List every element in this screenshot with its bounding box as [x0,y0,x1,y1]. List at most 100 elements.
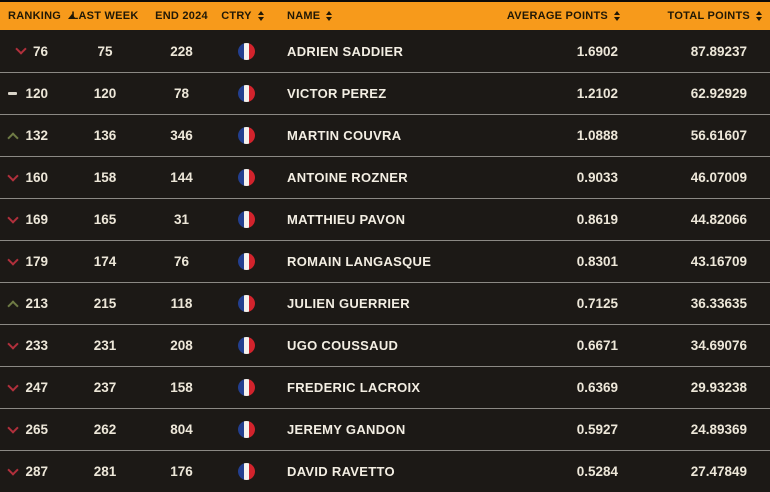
last-week-value: 120 [93,86,117,101]
rank-up-icon [7,131,20,144]
france-flag-icon [238,463,255,480]
column-header-average-points[interactable]: AVERAGE POINTS [455,2,620,30]
total-points-value: 46.07009 [690,170,747,185]
country-cell [215,127,270,144]
table-row[interactable]: 169 165 31 MATTHIEU PAVON 0.8619 44.8206… [0,198,770,240]
table-row[interactable]: 76 75 228 ADRIEN SADDIER 1.6902 87.89237 [0,30,770,72]
last-week-value: 174 [93,254,117,269]
player-name[interactable]: JULIEN GUERRIER [287,296,410,311]
last-week-value: 75 [97,43,113,59]
country-cell [215,421,270,438]
column-header-total-points[interactable]: TOTAL POINTS [620,2,770,30]
player-name[interactable]: JEREMY GANDON [287,422,406,437]
table-body: 76 75 228 ADRIEN SADDIER 1.6902 87.89237… [0,30,770,492]
player-name[interactable]: MATTHIEU PAVON [287,212,406,227]
player-name[interactable]: ANTOINE ROZNER [287,170,408,185]
country-cell [215,169,270,186]
last-week-value: 262 [93,422,117,437]
column-header-label: END 2024 [155,10,208,22]
player-name[interactable]: ADRIEN SADDIER [287,43,404,59]
top-border [0,0,770,2]
last-week-value: 281 [93,464,117,479]
france-flag-icon [238,169,255,186]
column-header-ranking[interactable]: RANKING [0,2,77,30]
ranking-cell: 160 [0,169,62,185]
total-points-value: 34.69076 [690,338,747,353]
end-2024-value: 76 [173,254,190,269]
ranking-value: 120 [25,86,48,101]
ranking-cell: 132 [0,128,62,144]
table-row[interactable]: 247 237 158 FREDERIC LACROIX 0.6369 29.9… [0,366,770,408]
player-name[interactable]: VICTOR PEREZ [287,86,387,101]
ranking-value: 169 [25,212,48,227]
country-cell [215,253,270,270]
table-row[interactable]: 213 215 118 JULIEN GUERRIER 0.7125 36.33… [0,282,770,324]
ranking-value: 265 [25,422,48,437]
france-flag-icon [238,421,255,438]
country-cell [215,211,270,228]
column-header-name[interactable]: NAME [270,2,455,30]
player-name[interactable]: DAVID RAVETTO [287,464,395,479]
rank-down-icon [7,169,20,182]
table-row[interactable]: 179 174 76 ROMAIN LANGASQUE 0.8301 43.16… [0,240,770,282]
ranking-cell: 265 [0,421,62,437]
france-flag-icon [238,127,255,144]
france-flag-icon [238,295,255,312]
average-points-value: 0.6369 [576,380,618,395]
rank-up-icon [7,299,20,312]
table-row[interactable]: 160 158 144 ANTOINE ROZNER 0.9033 46.070… [0,156,770,198]
table-row[interactable]: 287 281 176 DAVID RAVETTO 0.5284 27.4784… [0,450,770,492]
end-2024-value: 346 [170,128,193,143]
last-week-value: 136 [93,128,117,143]
last-week-value: 237 [93,380,117,395]
average-points-value: 1.0888 [576,128,618,143]
average-points-value: 0.8301 [576,254,618,269]
ranking-cell: 233 [0,337,62,353]
rank-down-icon [7,253,20,266]
player-name[interactable]: MARTIN COUVRA [287,128,402,143]
ranking-value: 179 [25,254,48,269]
rank-down-icon [7,337,20,350]
ranking-cell: 179 [0,253,62,269]
ranking-cell: 287 [0,463,62,479]
table-row[interactable]: 265 262 804 JEREMY GANDON 0.5927 24.8936… [0,408,770,450]
ranking-cell: 247 [0,379,62,395]
rank-down-icon [15,43,27,55]
column-header-label: NAME [287,10,321,22]
end-2024-value: 158 [170,380,193,395]
player-name[interactable]: UGO COUSSAUD [287,338,399,353]
player-name[interactable]: ROMAIN LANGASQUE [287,254,432,269]
total-points-value: 44.82066 [690,212,747,227]
ranking-value: 247 [25,380,48,395]
france-flag-icon [238,42,255,60]
rank-down-icon [7,463,20,476]
column-header-label: RANKING [8,10,62,22]
total-points-value: 29.93238 [690,380,747,395]
table-row[interactable]: 132 136 346 MARTIN COUVRA 1.0888 56.6160… [0,114,770,156]
last-week-value: 158 [93,170,117,185]
sort-asc-icon [68,13,77,19]
last-week-value: 215 [93,296,117,311]
end-2024-value: 144 [170,170,193,185]
france-flag-icon [238,85,255,102]
column-header-last-week[interactable]: LAST WEEK [62,2,148,30]
ranking-cell: 76 [0,43,62,59]
end-2024-value: 176 [170,464,193,479]
sort-both-icon [614,11,620,21]
column-header-ctry[interactable]: CTRY [215,2,270,30]
ranking-value: 132 [25,128,48,143]
table-row[interactable]: 233 231 208 UGO COUSSAUD 0.6671 34.69076 [0,324,770,366]
table-row[interactable]: 120 120 78 VICTOR PEREZ 1.2102 62.92929 [0,72,770,114]
column-header-end-2024[interactable]: END 2024 [148,2,215,30]
ranking-value: 160 [25,170,48,185]
total-points-value: 87.89237 [690,43,747,59]
total-points-value: 27.47849 [690,464,747,479]
average-points-value: 1.6902 [576,43,618,59]
sort-both-icon [756,11,762,21]
sort-both-icon [326,11,333,21]
player-name[interactable]: FREDERIC LACROIX [287,380,421,395]
column-header-label: AVERAGE POINTS [506,10,608,22]
country-cell [215,379,270,396]
average-points-value: 0.6671 [576,338,618,353]
average-points-value: 1.2102 [576,86,618,101]
